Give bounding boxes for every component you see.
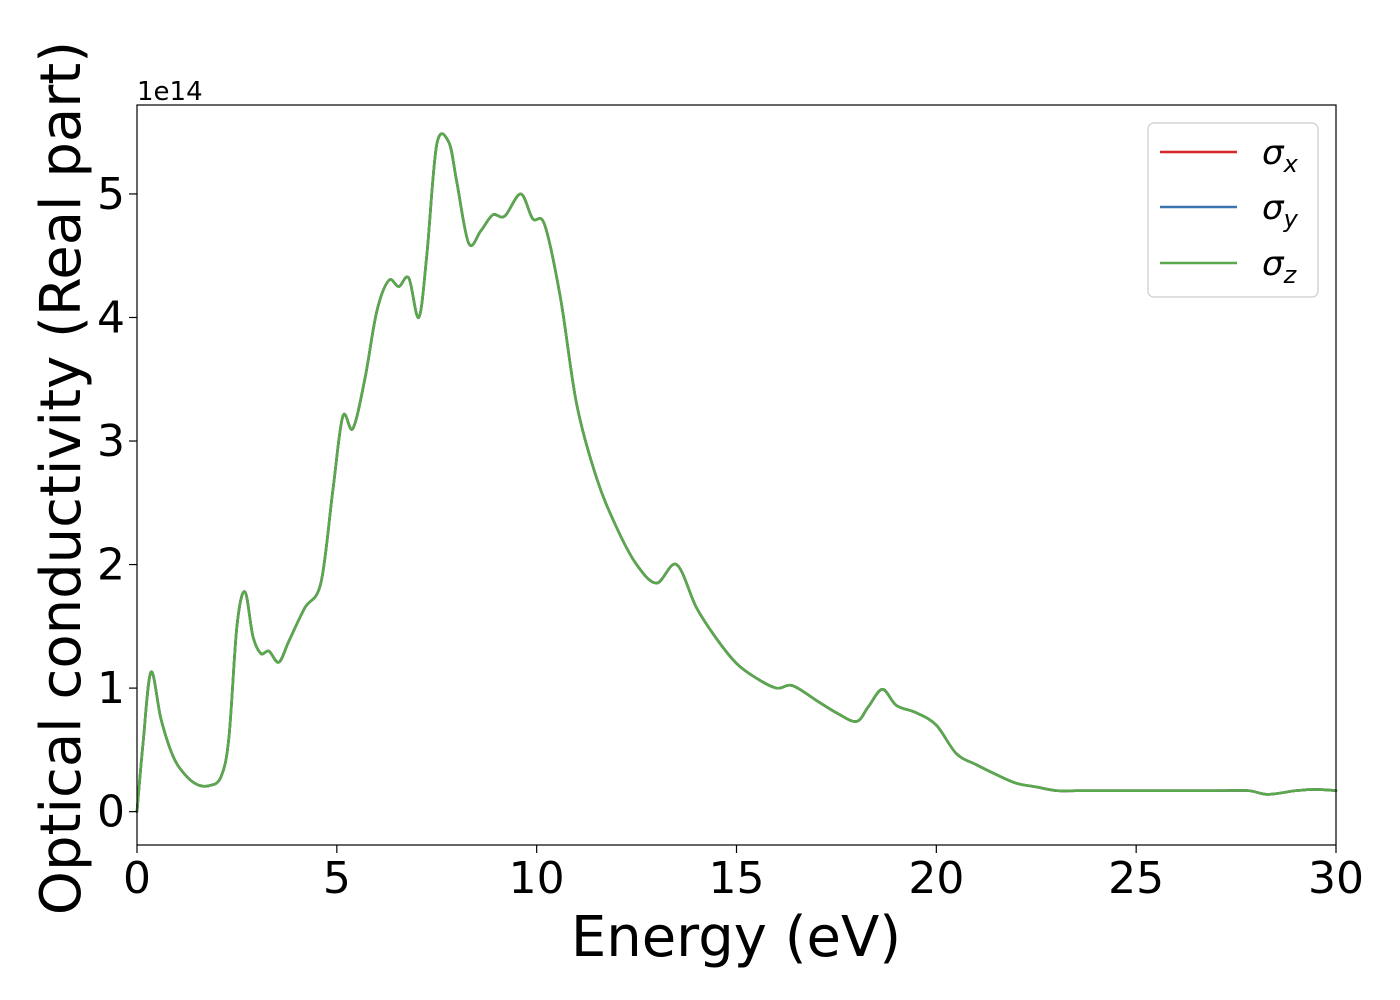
legend-label-x: σx — [1262, 133, 1299, 178]
x-tick-label: 5 — [323, 853, 351, 904]
legend-label-y: σy — [1262, 188, 1299, 233]
x-axis-label: Energy (eV) — [571, 905, 901, 970]
y-tick-label: 4 — [97, 292, 125, 343]
x-axis-ticks: 0 5 10 15 20 25 30 — [123, 845, 1364, 904]
series-line-σz — [135, 132, 1338, 813]
x-tick-label: 10 — [509, 853, 565, 904]
y-axis-label: Optical conductivity (Real part) — [29, 41, 94, 915]
x-tick-label: 15 — [709, 853, 765, 904]
x-tick-label: 20 — [908, 853, 964, 904]
y-tick-label: 2 — [97, 540, 125, 591]
legend: σx σy σz — [1147, 122, 1319, 298]
x-tick-label: 25 — [1108, 853, 1164, 904]
legend-box — [1147, 122, 1319, 298]
y-tick-label: 3 — [97, 416, 125, 467]
legend-items: σx σy σz — [1160, 133, 1299, 289]
x-tick-label: 30 — [1308, 853, 1364, 904]
x-tick-label: 0 — [123, 853, 151, 904]
legend-label-z: σz — [1262, 244, 1298, 289]
y-tick-label: 0 — [97, 787, 125, 838]
y-axis-ticks: 0 1 2 3 4 5 — [97, 169, 137, 838]
y-tick-label: 5 — [97, 169, 125, 220]
series-layer — [135, 132, 1338, 813]
y-tick-label: 1 — [97, 663, 125, 714]
y-offset-label: 1e14 — [137, 77, 203, 107]
